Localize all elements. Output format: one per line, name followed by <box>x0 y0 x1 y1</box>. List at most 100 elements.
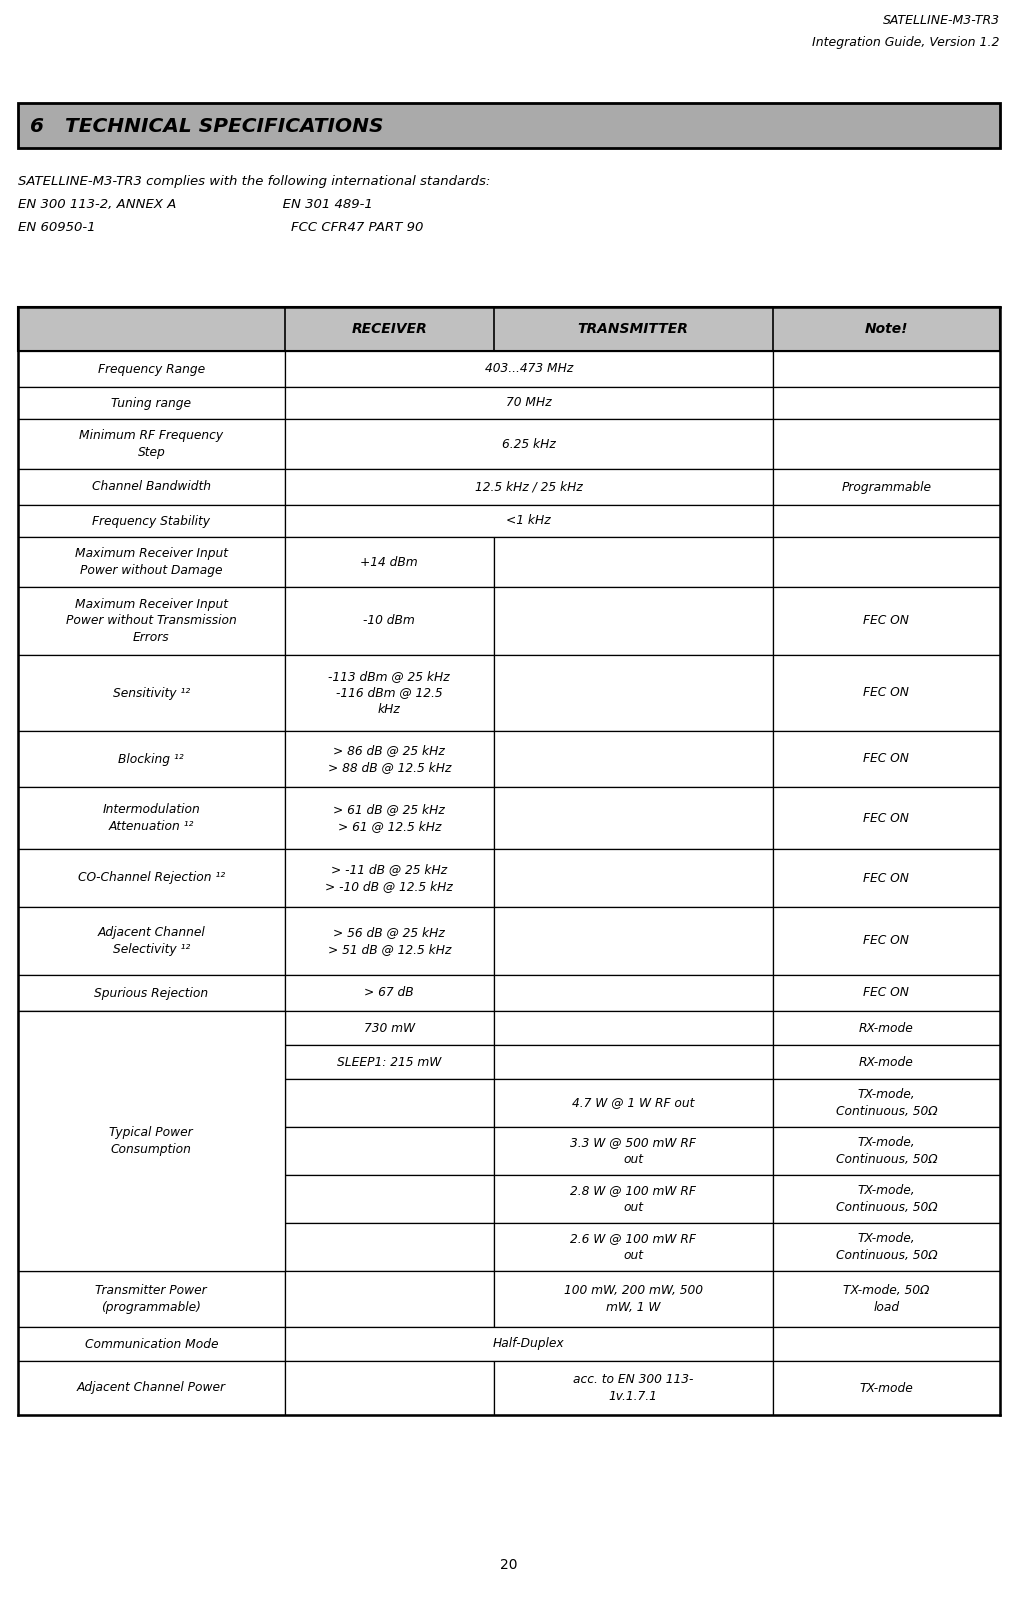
Text: FEC ON: FEC ON <box>863 934 909 947</box>
Bar <box>285 1174 494 1223</box>
Bar <box>773 1046 1000 1079</box>
Bar <box>285 849 494 907</box>
Text: FEC ON: FEC ON <box>863 872 909 884</box>
Text: EN 60950-1                                              FCC CFR47 PART 90: EN 60950-1 FCC CFR47 PART 90 <box>18 221 423 234</box>
Bar <box>285 1223 494 1271</box>
Text: Frequency Stability: Frequency Stability <box>93 514 211 527</box>
Bar <box>773 536 1000 586</box>
Bar <box>773 1079 1000 1128</box>
Text: SLEEP1: 215 mW: SLEEP1: 215 mW <box>337 1055 442 1068</box>
Bar <box>18 419 285 469</box>
Text: Programmable: Programmable <box>841 480 931 493</box>
Text: > 56 dB @ 25 kHz
> 51 dB @ 12.5 kHz: > 56 dB @ 25 kHz > 51 dB @ 12.5 kHz <box>328 926 451 955</box>
Bar <box>494 1174 773 1223</box>
Bar <box>494 907 773 975</box>
Text: Typical Power
Consumption: Typical Power Consumption <box>110 1126 193 1155</box>
Bar <box>285 1012 494 1046</box>
Bar <box>18 308 1000 351</box>
Text: Maximum Receiver Input
Power without Damage: Maximum Receiver Input Power without Dam… <box>74 548 228 577</box>
Bar <box>773 1128 1000 1174</box>
Bar <box>773 788 1000 849</box>
Bar <box>18 103 1000 148</box>
Bar <box>18 731 285 788</box>
Bar <box>18 469 285 504</box>
Bar <box>773 975 1000 1012</box>
Bar <box>18 907 285 975</box>
Bar <box>773 419 1000 469</box>
Bar <box>285 907 494 975</box>
Bar <box>285 469 773 504</box>
Text: EN 300 113-2, ANNEX A                         EN 301 489-1: EN 300 113-2, ANNEX A EN 301 489-1 <box>18 198 373 211</box>
Bar <box>494 656 773 731</box>
Text: 70 MHz: 70 MHz <box>506 396 552 409</box>
Text: Frequency Range: Frequency Range <box>98 362 205 375</box>
Bar <box>773 351 1000 387</box>
Text: Transmitter Power
(programmable): Transmitter Power (programmable) <box>96 1284 207 1313</box>
Bar <box>18 1012 285 1271</box>
Text: TX-mode: TX-mode <box>859 1382 913 1395</box>
Bar <box>18 1046 285 1079</box>
Bar <box>285 351 773 387</box>
Bar <box>494 1223 773 1271</box>
Text: TX-mode,
Continuous, 50Ω: TX-mode, Continuous, 50Ω <box>836 1232 938 1261</box>
Text: Maximum Receiver Input
Power without Transmission
Errors: Maximum Receiver Input Power without Tra… <box>66 598 236 644</box>
Text: 3.3 W @ 500 mW RF
out: 3.3 W @ 500 mW RF out <box>570 1136 696 1166</box>
Text: RX-mode: RX-mode <box>859 1021 914 1034</box>
Bar <box>494 1271 773 1327</box>
Bar <box>285 387 773 419</box>
Text: TX-mode,
Continuous, 50Ω: TX-mode, Continuous, 50Ω <box>836 1184 938 1213</box>
Bar <box>773 1361 1000 1414</box>
Text: 20: 20 <box>500 1558 518 1572</box>
Bar <box>18 1079 285 1128</box>
Bar <box>18 1271 285 1327</box>
Bar <box>285 975 494 1012</box>
Text: 100 mW, 200 mW, 500
mW, 1 W: 100 mW, 200 mW, 500 mW, 1 W <box>564 1284 702 1313</box>
Text: 6   TECHNICAL SPECIFICATIONS: 6 TECHNICAL SPECIFICATIONS <box>30 118 384 135</box>
Text: Communication Mode: Communication Mode <box>84 1337 218 1350</box>
Bar <box>773 1327 1000 1361</box>
Text: Spurious Rejection: Spurious Rejection <box>95 986 209 999</box>
Bar <box>494 1361 773 1414</box>
Text: 12.5 kHz / 25 kHz: 12.5 kHz / 25 kHz <box>474 480 582 493</box>
Bar <box>18 1327 285 1361</box>
Text: 403...473 MHz: 403...473 MHz <box>485 362 573 375</box>
Text: Note!: Note! <box>864 322 908 337</box>
Bar <box>18 656 285 731</box>
Text: CO-Channel Rejection ¹²: CO-Channel Rejection ¹² <box>77 872 225 884</box>
Bar <box>18 788 285 849</box>
Bar <box>285 1046 494 1079</box>
Bar <box>285 1271 494 1327</box>
Text: FEC ON: FEC ON <box>863 686 909 699</box>
Text: FEC ON: FEC ON <box>863 986 909 999</box>
Bar <box>285 731 494 788</box>
Bar <box>18 387 285 419</box>
Text: Adjacent Channel Power: Adjacent Channel Power <box>76 1382 226 1395</box>
Text: TX-mode,
Continuous, 50Ω: TX-mode, Continuous, 50Ω <box>836 1136 938 1166</box>
Bar <box>494 788 773 849</box>
Text: 2.6 W @ 100 mW RF
out: 2.6 W @ 100 mW RF out <box>570 1232 696 1261</box>
Text: SATELLINE-M3-TR3: SATELLINE-M3-TR3 <box>883 14 1000 27</box>
Bar <box>773 656 1000 731</box>
Bar <box>494 1046 773 1079</box>
Bar <box>494 1079 773 1128</box>
Bar <box>18 1174 285 1223</box>
Bar <box>18 1361 285 1414</box>
Bar <box>494 849 773 907</box>
Text: Half-Duplex: Half-Duplex <box>493 1337 564 1350</box>
Text: FEC ON: FEC ON <box>863 614 909 628</box>
Text: > -11 dB @ 25 kHz
> -10 dB @ 12.5 kHz: > -11 dB @ 25 kHz > -10 dB @ 12.5 kHz <box>326 863 453 892</box>
Bar <box>773 1271 1000 1327</box>
Text: TRANSMITTER: TRANSMITTER <box>578 322 688 337</box>
Bar <box>285 1361 494 1414</box>
Text: Integration Guide, Version 1.2: Integration Guide, Version 1.2 <box>812 35 1000 48</box>
Bar <box>18 1128 285 1174</box>
Bar <box>773 907 1000 975</box>
Text: <1 kHz: <1 kHz <box>506 514 551 527</box>
Bar <box>773 387 1000 419</box>
Bar <box>285 536 494 586</box>
Text: TX-mode, 50Ω
load: TX-mode, 50Ω load <box>843 1284 929 1313</box>
Text: RX-mode: RX-mode <box>859 1055 914 1068</box>
Bar <box>285 656 494 731</box>
Bar <box>18 1012 285 1046</box>
Text: TX-mode,
Continuous, 50Ω: TX-mode, Continuous, 50Ω <box>836 1089 938 1118</box>
